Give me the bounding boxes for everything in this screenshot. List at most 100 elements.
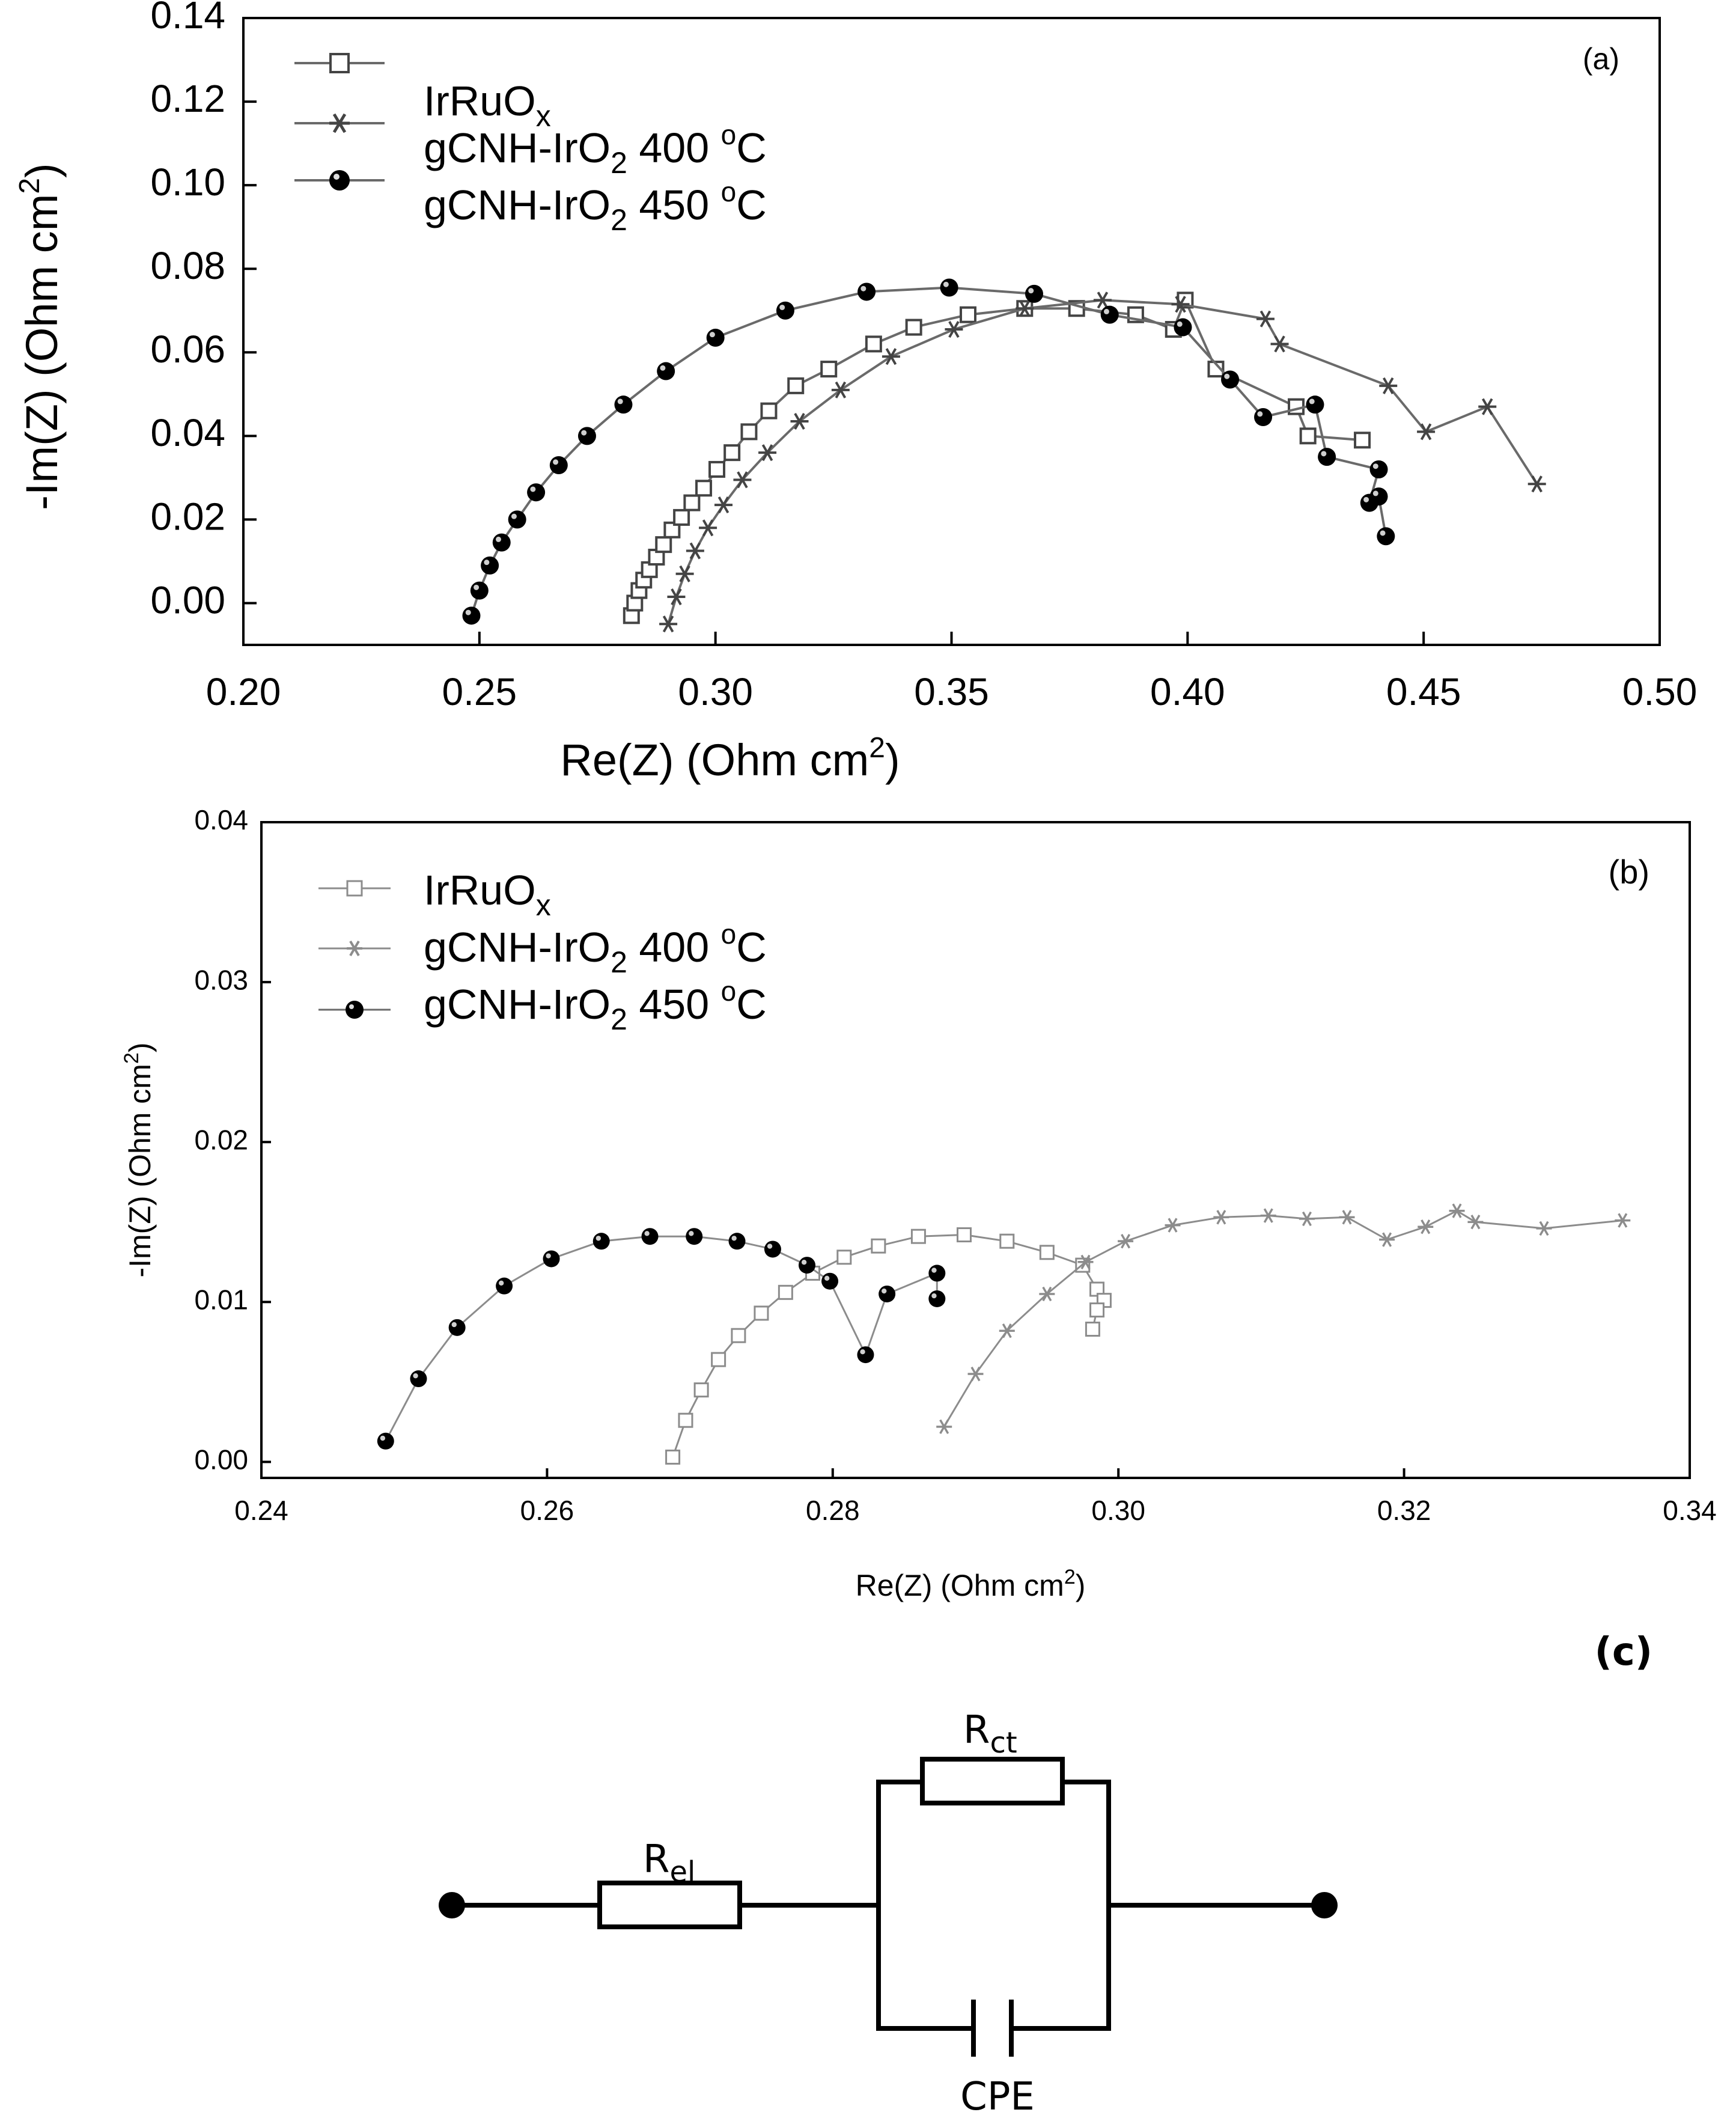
data-point-square <box>740 423 758 441</box>
data-point-circle <box>496 1277 513 1295</box>
data-point-square <box>1089 1302 1105 1318</box>
data-point-highlight <box>413 1373 418 1379</box>
data-point-highlight <box>860 285 866 291</box>
data-point-asterisk <box>1171 296 1190 313</box>
data-point-circle <box>776 301 794 320</box>
chart-b-legend-label-400c: gCNH-IrO2 400 oC <box>424 918 767 979</box>
data-point-highlight <box>644 1231 650 1236</box>
data-point-circle <box>614 395 633 414</box>
circuit-wire-upper-right <box>1062 1780 1111 1905</box>
data-point-circle <box>686 1228 703 1245</box>
data-point-circle <box>879 1285 896 1302</box>
data-point-highlight <box>581 430 587 436</box>
data-point-square <box>695 480 713 497</box>
data-point-square <box>1354 432 1371 449</box>
data-point-asterisk <box>831 381 850 398</box>
data-point-highlight <box>451 1322 457 1328</box>
data-point-highlight <box>1103 308 1109 314</box>
chart-a-legend-label-irruox: IrRuOx <box>424 78 551 133</box>
series-line <box>943 1210 1623 1427</box>
data-point-circle <box>857 1346 874 1364</box>
y-tick-label: 0.00 <box>194 1444 248 1475</box>
circuit-wire-upper-left <box>876 1780 922 1905</box>
data-point-circle <box>1369 460 1388 478</box>
data-point-square <box>865 335 882 353</box>
chart-a-legend-label-400c: gCNH-IrO2 400 oC <box>424 119 767 180</box>
chart-b-x-ticks: 0.24 0.26 0.28 0.30 0.32 0.34 <box>234 1468 1717 1526</box>
data-point-square <box>905 319 922 336</box>
data-point-square <box>678 1412 693 1428</box>
data-point-asterisk <box>790 412 809 430</box>
data-point-highlight <box>779 304 785 310</box>
data-point-highlight <box>1372 490 1378 496</box>
data-point-asterisk <box>1093 291 1112 309</box>
circuit-wire-lower-left <box>876 1905 973 2031</box>
chart-a-x-axis-title: Re(Z) (Ohm cm2) <box>560 732 900 785</box>
series-asterisk <box>659 291 1546 633</box>
series-line <box>470 286 1387 616</box>
data-point-highlight <box>1257 411 1263 417</box>
chart-b-legend-item-400c: gCNH-IrO2 400 oC <box>318 918 767 979</box>
data-point-circle <box>543 1250 560 1268</box>
x-tick-label: 0.26 <box>520 1495 574 1526</box>
data-point-highlight <box>484 560 490 566</box>
data-point-square <box>910 1228 926 1244</box>
data-point-highlight <box>860 1349 865 1355</box>
y-tick-label: 0.03 <box>194 964 248 995</box>
chart-a-y-axis-title: -Im(Z) (Ohm cm2) <box>14 163 67 510</box>
data-point-asterisk <box>1478 398 1497 415</box>
data-point-circle <box>706 328 725 347</box>
y-tick-label: 0.02 <box>150 495 225 538</box>
data-point-asterisk <box>1536 1221 1552 1236</box>
data-point-highlight <box>689 1231 694 1236</box>
data-point-square <box>778 1284 793 1300</box>
data-point-highlight <box>511 513 517 519</box>
x-tick-label: 0.35 <box>914 670 989 713</box>
resistor-r-ct <box>920 1757 1065 1805</box>
data-point-circle <box>764 1240 781 1258</box>
data-point-square <box>787 377 805 394</box>
chart-a-legend: IrRuOx gCNH-IrO2 400 oC gCNH-IrO2 450 oC <box>294 53 767 237</box>
data-point-highlight <box>801 1259 807 1265</box>
chart-b-legend-item-irruox: IrRuOx <box>318 867 551 922</box>
chart-b-frame <box>260 821 1691 1479</box>
data-point-highlight <box>1028 288 1034 294</box>
equivalent-circuit: (c) Rel Rct CPE <box>439 1630 1652 2119</box>
data-point-square <box>1299 427 1317 445</box>
y-tick-label: 0.04 <box>150 411 225 454</box>
y-tick-label: 0.01 <box>194 1284 248 1315</box>
data-point-circle <box>508 510 526 529</box>
data-point-square <box>723 444 741 462</box>
x-tick-label: 0.32 <box>1377 1495 1431 1526</box>
y-tick-label: 0.02 <box>194 1124 248 1155</box>
data-point-asterisk <box>1527 475 1546 493</box>
data-point-highlight <box>1224 373 1230 379</box>
data-point-asterisk <box>1165 1218 1181 1233</box>
chart-b: 0.24 0.26 0.28 0.30 0.32 0.34 0.000.010.020.0… <box>120 804 1717 1602</box>
data-point-asterisk <box>936 1419 952 1435</box>
data-point-highlight <box>943 281 949 287</box>
y-tick-label: 0.14 <box>150 0 225 37</box>
series-line <box>385 1235 938 1442</box>
data-point-asterisk <box>1016 300 1034 317</box>
data-point-asterisk <box>686 542 704 560</box>
data-point-asterisk <box>1270 335 1289 353</box>
x-tick-label: 0.28 <box>806 1495 860 1526</box>
data-point-square <box>754 1305 769 1321</box>
data-point-square <box>959 306 976 323</box>
series-line <box>672 1234 1105 1457</box>
data-point-highlight <box>496 536 502 542</box>
chart-a-legend-item-irruox: IrRuOx <box>294 53 551 133</box>
data-point-highlight <box>767 1244 773 1249</box>
legend-asterisk-marker <box>329 113 350 133</box>
legend-open-square-marker <box>329 53 350 73</box>
data-point-highlight <box>931 1293 937 1299</box>
label-r-ct: Rct <box>963 1708 1017 1760</box>
data-point-circle <box>728 1233 746 1250</box>
chart-a-legend-label-450c: gCNH-IrO2 450 oC <box>424 176 767 237</box>
data-point-highlight <box>380 1435 386 1441</box>
x-tick-label: 0.24 <box>234 1495 288 1526</box>
chart-a-x-ticks: 0.20 0.25 0.30 0.35 0.40 0.45 0.50 <box>206 632 1697 713</box>
data-point-highlight <box>553 459 559 465</box>
